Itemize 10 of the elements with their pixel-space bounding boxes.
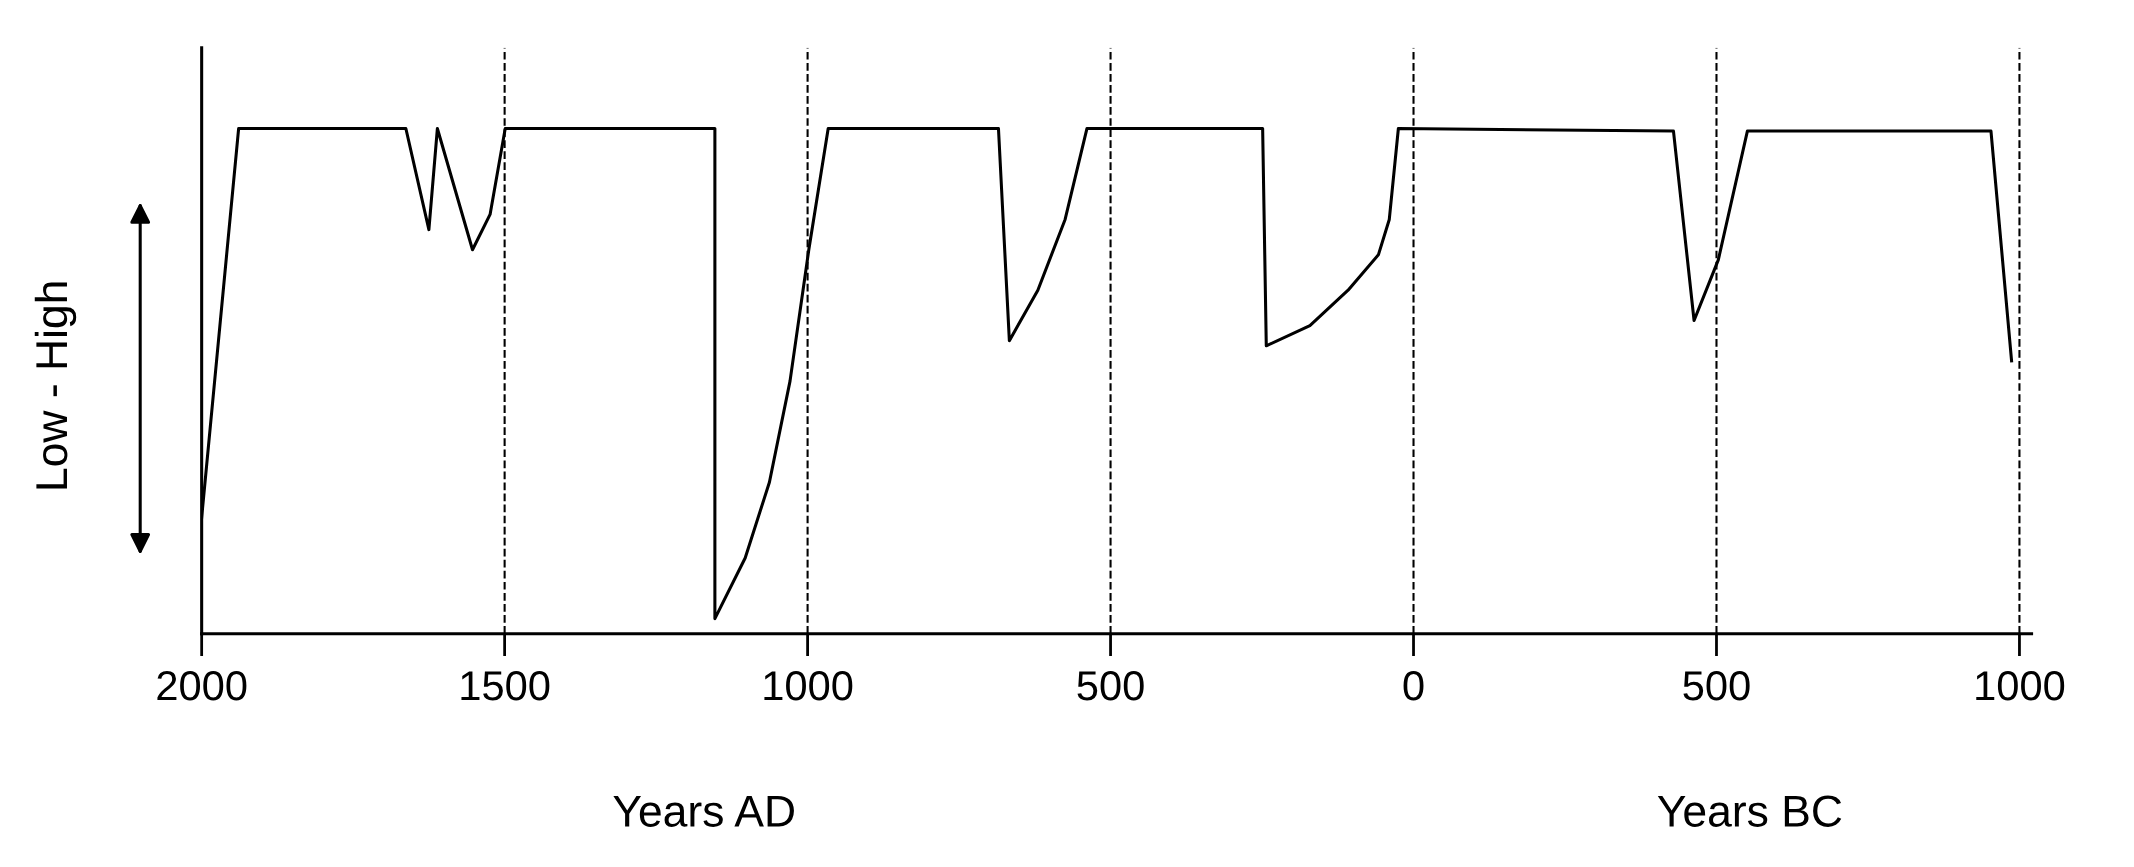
text: Years BC	[1657, 795, 1842, 827]
x-tick-label: 1000	[764, 670, 853, 701]
x-tick-label: 500	[1077, 670, 1144, 701]
x-tick-label: 0	[1403, 670, 1424, 701]
y-axis-title: Low - High	[34, 282, 77, 489]
x-tick-label: 1000	[1976, 670, 2065, 701]
x-tick-label: 2000	[157, 670, 247, 701]
x-tick-label: 1500	[461, 670, 550, 701]
text: Years AD	[613, 795, 794, 827]
x-tick-label: 500	[1683, 670, 1750, 701]
